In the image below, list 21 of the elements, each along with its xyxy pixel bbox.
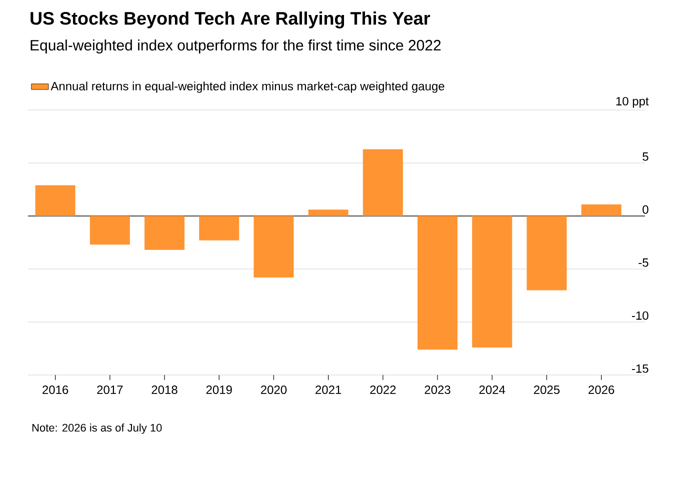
y-tick-label: 5 xyxy=(642,152,648,161)
y-tick-label: -5 xyxy=(638,258,648,267)
x-tick-label: 2024 xyxy=(479,386,506,394)
x-tick-label: 2019 xyxy=(206,386,232,394)
legend-label: Annual returns in equal-weighted index minus market-cap weighted gauge xyxy=(50,82,444,93)
x-tick-label: 2025 xyxy=(534,386,560,394)
y-tick-label: 0 xyxy=(642,205,648,214)
x-tick-label: 2022 xyxy=(370,386,396,394)
text: Note: 2026 is as of July 10 xyxy=(32,424,162,434)
chart-subtitle: Equal-weighted index outperforms for the first time since 2022 xyxy=(30,40,441,54)
x-tick-label: 2023 xyxy=(424,386,450,394)
x-tick-label: 2026 xyxy=(588,386,614,394)
chart-title: US Stocks Beyond Tech Are Rallying This Year xyxy=(30,12,430,28)
y-tick-label: 10 ppt xyxy=(616,96,649,108)
y-tick-label: -15 xyxy=(632,364,648,373)
x-tick-label: 2018 xyxy=(152,386,178,394)
x-tick-label: 2017 xyxy=(97,386,123,394)
x-tick-label: 2020 xyxy=(260,386,287,394)
x-tick-label: 2016 xyxy=(42,386,68,394)
y-tick-label: -10 xyxy=(632,311,648,320)
x-tick-label: 2021 xyxy=(316,386,342,394)
